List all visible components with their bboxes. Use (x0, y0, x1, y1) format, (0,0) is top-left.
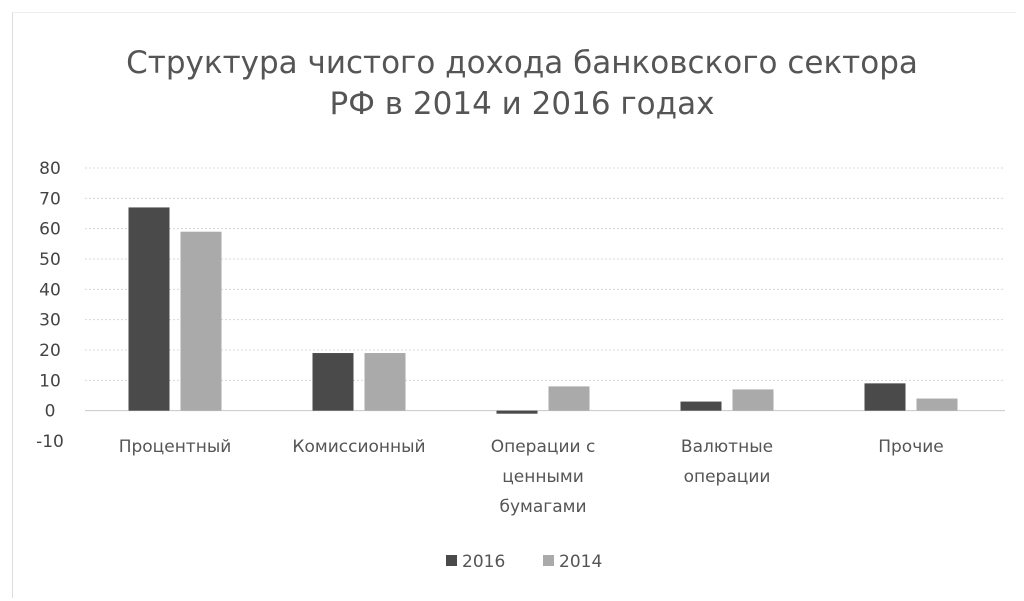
bar-2014-3 (548, 386, 590, 411)
legend-swatch-2016 (446, 555, 457, 566)
y-tick-label: 70 (39, 189, 61, 209)
legend-swatch-2014 (543, 555, 554, 566)
x-category-label: Валютные (681, 437, 773, 457)
bar-2016-5 (864, 383, 906, 411)
x-category-label: операции (684, 467, 771, 487)
bar-2016-1 (128, 207, 170, 411)
chart-title-line-1: Структура чистого дохода банковского сек… (126, 45, 918, 81)
bar-2014-2 (364, 353, 406, 411)
legend-label-2014: 2014 (559, 552, 602, 572)
bar-2016-2 (312, 353, 354, 411)
x-category-label: Операции с (491, 437, 596, 457)
gridlines (85, 167, 1005, 412)
x-category-label: Процентный (119, 437, 232, 457)
y-tick-label: 60 (39, 220, 61, 240)
bars (128, 207, 958, 414)
bar-2014-5 (916, 398, 958, 411)
x-category-label: бумагами (499, 497, 586, 517)
x-category-label: Комиссионный (292, 437, 425, 457)
chart-title: Структура чистого дохода банковского сек… (126, 45, 918, 122)
y-axis-ticks: 80 70 60 50 40 30 20 10 0 -10 (36, 159, 64, 452)
y-tick-label: 50 (39, 250, 61, 270)
bar-2014-1 (180, 231, 222, 411)
y-tick-label: 0 (45, 402, 56, 422)
y-tick-label: 30 (39, 311, 61, 331)
x-category-label: ценными (502, 467, 584, 487)
bar-2016-4 (680, 401, 722, 411)
chart-frame (12, 12, 1016, 598)
x-category-label: Прочие (878, 437, 944, 457)
y-tick-label: 80 (39, 159, 61, 179)
legend: 2016 2014 (446, 552, 602, 572)
bar-2016-3 (496, 410, 538, 414)
y-tick-label: 40 (39, 280, 61, 300)
bar-2014-4 (732, 389, 774, 411)
chart-title-line-2: РФ в 2014 и 2016 годах (330, 86, 715, 122)
y-tick-label: 10 (39, 371, 61, 391)
y-tick-label: -10 (36, 432, 64, 452)
y-tick-label: 20 (39, 341, 61, 361)
x-axis-categories: Процентный Комиссионный Операции с ценными б… (119, 437, 944, 517)
legend-label-2016: 2016 (462, 552, 505, 572)
